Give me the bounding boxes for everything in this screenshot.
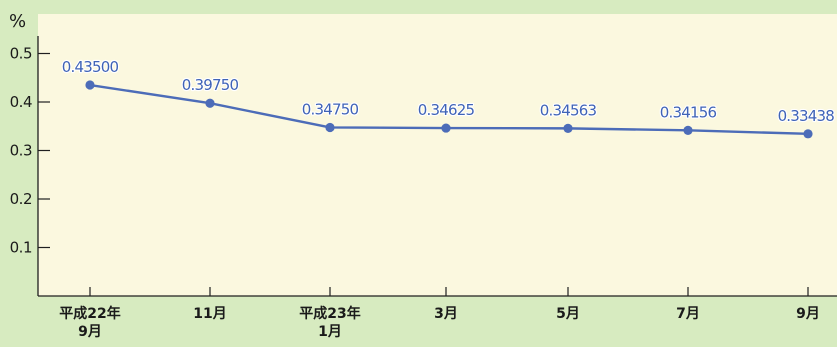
x-tick-label-line: 11月 (193, 306, 226, 322)
y-tick-label: 0.2 (10, 190, 32, 208)
data-point (803, 129, 813, 139)
x-tick-label: 平成22年 9月 (59, 305, 120, 340)
data-label: 0.34625 (418, 101, 475, 119)
plot-area (38, 14, 837, 296)
data-label: 0.34750 (302, 100, 359, 118)
data-label: 0.34156 (660, 103, 717, 121)
y-unit-label: % (9, 11, 26, 32)
x-tick-label-line: 7月 (676, 306, 700, 322)
x-tick-label: 5月 (556, 306, 580, 322)
data-point (85, 80, 95, 90)
x-tick-label-line: 9月 (796, 306, 820, 322)
data-point (563, 123, 573, 133)
x-tick-label: 平成23年 1月 (299, 305, 360, 340)
data-point (441, 123, 451, 133)
x-tick-label-line: 9月 (78, 324, 102, 340)
x-tick-label-line: 5月 (556, 306, 580, 322)
x-tick-label-line: 平成22年 (59, 305, 120, 322)
data-point (683, 125, 693, 135)
x-tick-label: 7月 (676, 306, 700, 322)
y-tick-label: 0.1 (10, 239, 32, 257)
x-tick-label: 3月 (434, 306, 458, 322)
x-tick-label-line: 1月 (318, 324, 342, 340)
data-label: 0.33438 (778, 107, 835, 125)
x-tick-label: 9月 (796, 306, 820, 322)
y-tick-label: 0.3 (10, 142, 32, 160)
data-label: 0.43500 (62, 58, 119, 76)
x-tick-label-line: 3月 (434, 306, 458, 322)
x-tick-label: 11月 (193, 306, 226, 322)
data-point (205, 98, 215, 108)
x-tick-label-line: 平成23年 (299, 305, 360, 322)
data-point (325, 122, 335, 133)
y-tick-label: 0.4 (10, 93, 32, 111)
y-tick-label: 0.5 (10, 45, 32, 63)
data-label: 0.39750 (182, 76, 239, 94)
data-label: 0.34563 (540, 101, 597, 119)
